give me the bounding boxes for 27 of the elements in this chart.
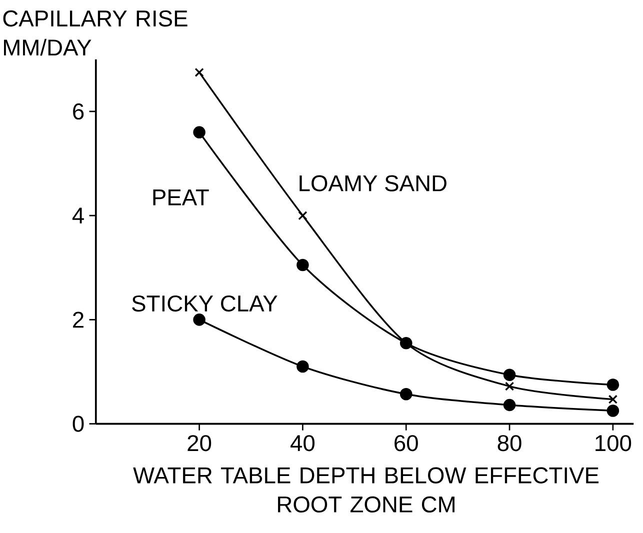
point bbox=[193, 126, 206, 139]
point bbox=[194, 68, 204, 78]
point bbox=[296, 258, 309, 272]
point bbox=[608, 394, 618, 404]
y-tick-label: 2 bbox=[73, 312, 84, 328]
x-tick-label: 40 bbox=[290, 435, 315, 452]
y-tick-label: 0 bbox=[72, 416, 84, 432]
series-label: PEAT bbox=[153, 190, 209, 206]
x-axis-title: WATER TABLE DEPTH BELOW EFFECTIVE ROOT ZONE CM bbox=[133, 467, 599, 513]
point bbox=[400, 388, 412, 400]
point bbox=[503, 368, 516, 382]
point bbox=[503, 398, 516, 412]
series-label: STICKY CLAY bbox=[132, 296, 278, 312]
x-tick-label: 100 bbox=[596, 435, 632, 452]
point bbox=[606, 378, 620, 391]
series-label: LOAMY SAND bbox=[300, 175, 446, 192]
x-tick-label: 80 bbox=[498, 435, 522, 452]
point bbox=[193, 314, 206, 326]
y-tick-label: 6 bbox=[73, 103, 84, 120]
point bbox=[504, 382, 514, 391]
point bbox=[298, 211, 308, 220]
y-axis-title: CAPILLARY RISE MM/DAY bbox=[3, 10, 188, 56]
y-tick-label: 4 bbox=[72, 208, 84, 224]
point bbox=[606, 404, 620, 417]
x-tick-label: 60 bbox=[394, 435, 418, 452]
point bbox=[296, 360, 309, 373]
x-tick-label: 20 bbox=[188, 435, 212, 452]
